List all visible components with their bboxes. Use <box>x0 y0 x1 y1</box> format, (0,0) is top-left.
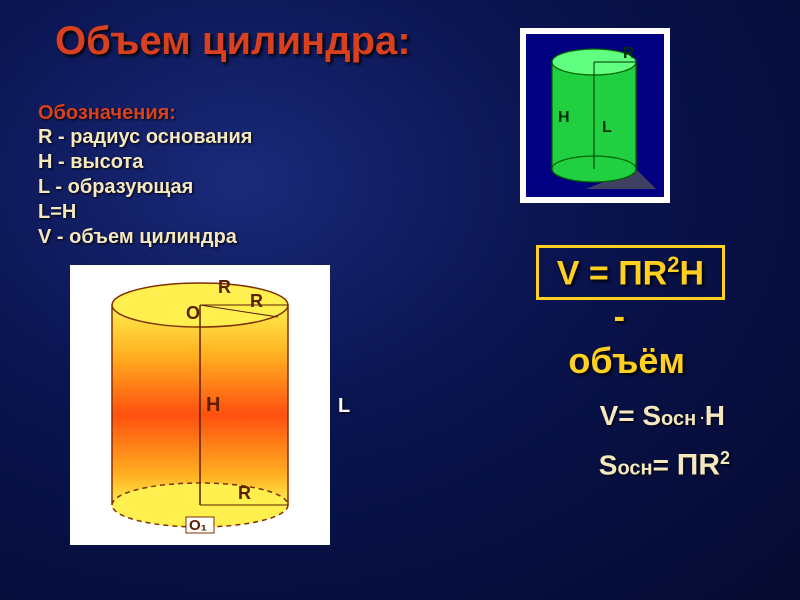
label-R: R <box>218 277 231 297</box>
notation-line: V - объем цилиндра <box>38 225 252 250</box>
notation-line: L - образующая <box>38 175 252 200</box>
notation-line: L=H <box>38 200 252 225</box>
formula-eq: = <box>653 449 677 480</box>
label-H: H <box>206 394 220 416</box>
formula-text: H <box>705 400 725 431</box>
formula-sub: осн <box>661 408 696 430</box>
formula-sub: осн <box>617 457 652 479</box>
right-cylinder-svg: R H L <box>526 34 664 197</box>
formula-text: S <box>599 449 618 480</box>
formula-volume: V = ПR2H <box>536 245 725 300</box>
notation-title: Обозначения: <box>38 102 176 125</box>
notation-line: R - радиус основания <box>38 125 252 150</box>
page-title: Объем цилиндра: <box>55 20 411 62</box>
formula-sup: 2 <box>720 448 730 468</box>
formula-text: V = ПR <box>557 254 667 292</box>
formula-text: H <box>679 254 704 292</box>
label-L: L <box>602 119 612 136</box>
label-R: R <box>623 45 635 62</box>
right-cylinder-figure: R H L <box>520 28 670 203</box>
left-cylinder-svg: R R O H R O₁ <box>78 273 322 537</box>
label-O: O <box>186 303 200 323</box>
formula-v-base: V= Sосн ·H <box>600 400 725 432</box>
dash: - <box>614 298 625 337</box>
notation-line: H - высота <box>38 150 252 175</box>
label-Rb: R <box>238 483 251 503</box>
L-annotation: L <box>338 395 350 418</box>
formula-dot: · <box>696 410 705 426</box>
notation-list: R - радиус основания H - высота L - обра… <box>38 125 252 250</box>
formula-text: V= S <box>600 400 661 431</box>
formula-sup: 2 <box>667 252 679 277</box>
label-R2: R <box>250 291 263 311</box>
left-cylinder-figure: R R O H R O₁ <box>70 265 330 545</box>
formula-pi: ПR <box>677 448 720 481</box>
formula-s-base: Sосн= ПR2 <box>599 448 730 482</box>
volume-label: объём <box>568 340 685 382</box>
label-O1: O₁ <box>189 517 207 534</box>
label-H: H <box>558 109 570 126</box>
